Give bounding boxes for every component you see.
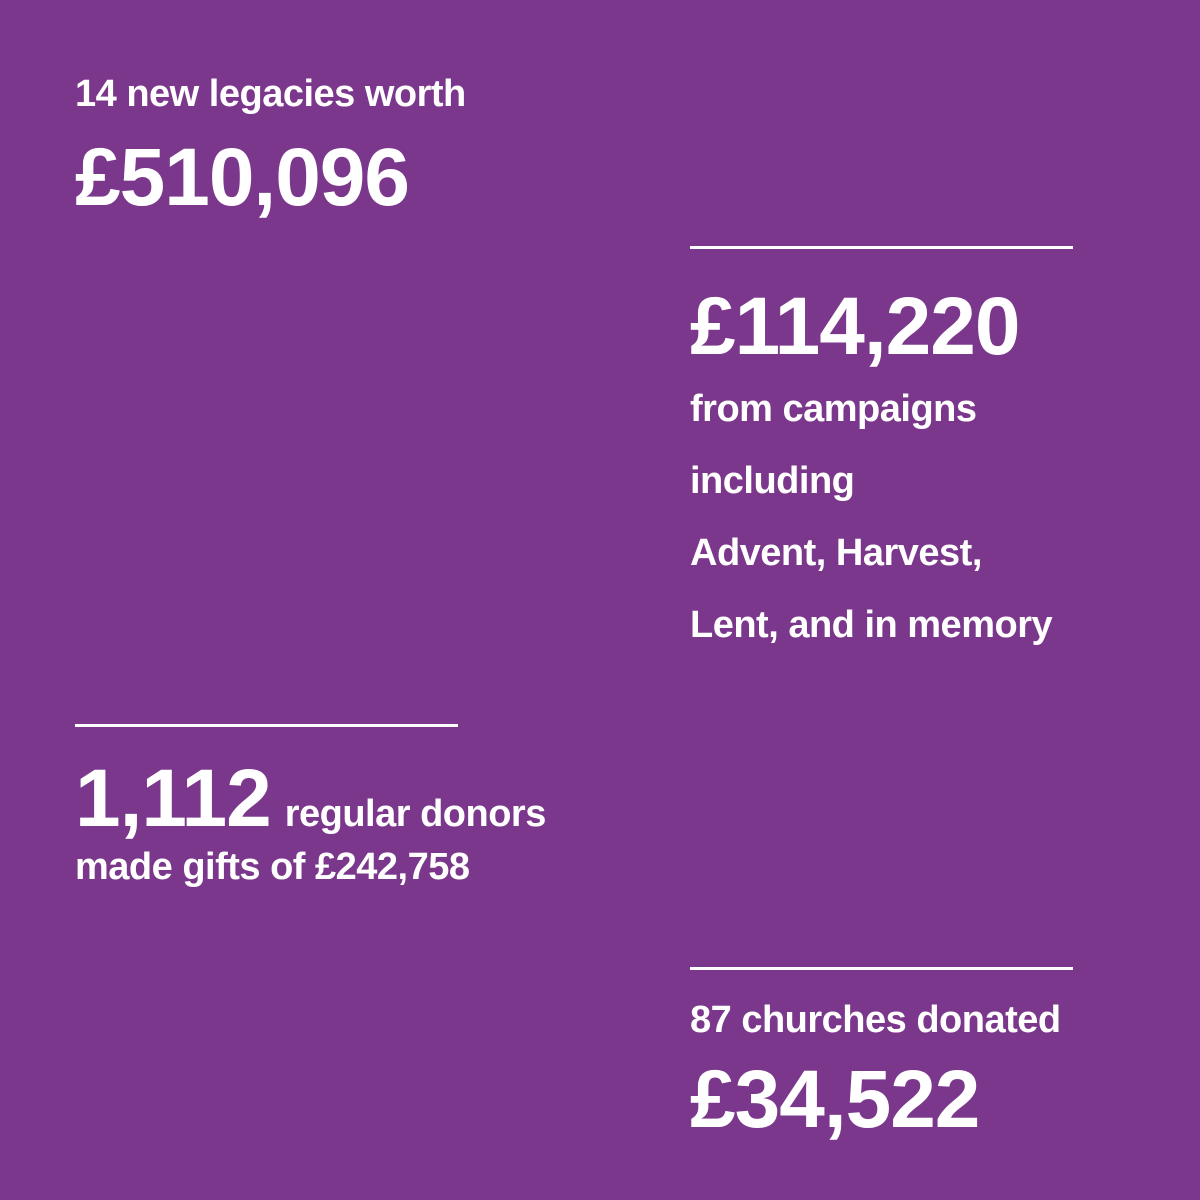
- campaigns-line: from campaigns: [690, 388, 977, 430]
- donors-divider: [75, 724, 458, 727]
- donors-stat: 1,112 regular donors made gifts of £242,7…: [75, 724, 546, 903]
- campaigns-line: Lent, and in memory: [690, 604, 1053, 646]
- donors-count: 1,112: [75, 753, 272, 844]
- campaigns-line: Advent, Harvest,: [690, 532, 982, 574]
- churches-amount: £34,522: [690, 1054, 980, 1145]
- legacies-caption: 14 new legacies worth: [75, 73, 466, 115]
- campaigns-divider: [690, 246, 1073, 249]
- donors-subline: made gifts of £242,758: [75, 846, 470, 888]
- legacies-amount: £510,096: [75, 132, 410, 223]
- campaigns-description: from campaigns including Advent, Harvest…: [690, 373, 1073, 661]
- churches-caption: 87 churches donated: [690, 999, 1061, 1041]
- campaigns-line: including: [690, 460, 855, 502]
- churches-stat: 87 churches donated £34,522: [690, 967, 1073, 1150]
- donors-headline: 1,112 regular donors: [75, 749, 546, 849]
- campaigns-amount: £114,220: [690, 281, 1021, 372]
- donors-caption: regular donors: [284, 793, 547, 835]
- churches-divider: [690, 967, 1073, 970]
- campaigns-stat: £114,220 from campaigns including Advent…: [690, 246, 1073, 661]
- legacies-stat: 14 new legacies worth £510,096: [75, 58, 466, 228]
